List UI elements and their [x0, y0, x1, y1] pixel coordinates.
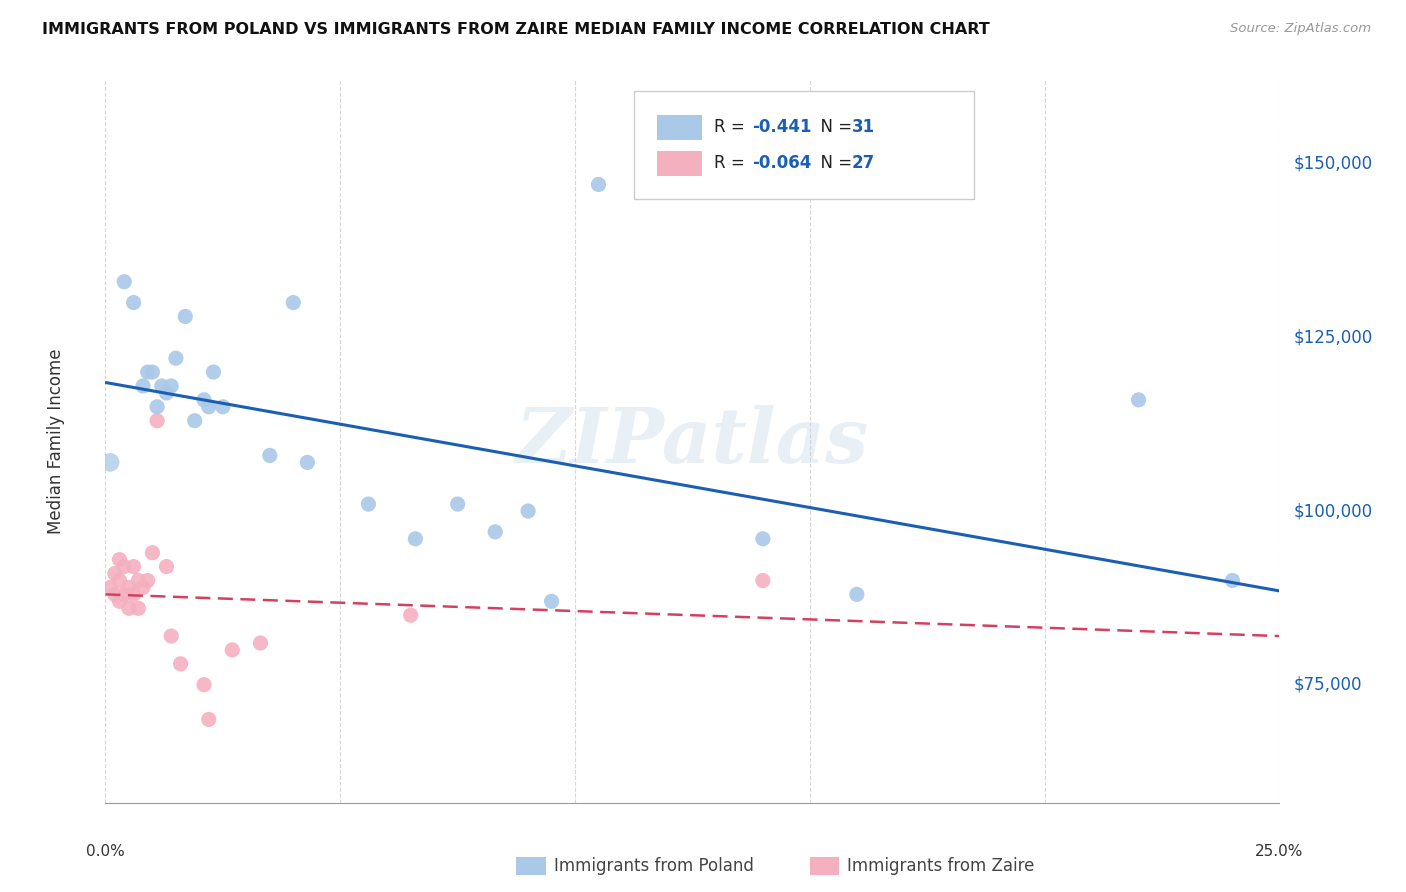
Point: [160, 629, 183, 643]
Point: [112, 587, 135, 601]
FancyBboxPatch shape: [657, 115, 702, 139]
Point: [98, 581, 121, 595]
Point: [540, 594, 562, 608]
Text: $125,000: $125,000: [1294, 328, 1372, 346]
Text: -0.441: -0.441: [752, 119, 811, 136]
Point: [146, 414, 169, 428]
Text: $100,000: $100,000: [1294, 502, 1372, 520]
Text: Median Family Income: Median Family Income: [48, 349, 65, 534]
FancyBboxPatch shape: [634, 91, 974, 200]
Text: 31: 31: [852, 119, 876, 136]
Point: [155, 385, 177, 400]
Point: [104, 566, 127, 581]
Point: [98, 455, 121, 469]
Text: -0.064: -0.064: [752, 154, 811, 172]
Point: [112, 275, 135, 289]
Point: [169, 657, 191, 671]
Point: [118, 581, 141, 595]
Point: [202, 365, 225, 379]
Text: 25.0%: 25.0%: [1256, 845, 1303, 860]
Point: [108, 552, 131, 566]
Text: R =: R =: [714, 119, 749, 136]
Text: ZIPatlas: ZIPatlas: [516, 405, 869, 478]
Point: [259, 449, 281, 463]
Point: [136, 365, 159, 379]
Point: [160, 379, 183, 393]
Point: [108, 574, 131, 588]
Point: [165, 351, 187, 366]
FancyBboxPatch shape: [810, 857, 839, 875]
Point: [127, 601, 149, 615]
Point: [104, 587, 127, 601]
Text: N =: N =: [810, 154, 858, 172]
Point: [1128, 392, 1150, 407]
Point: [484, 524, 506, 539]
FancyBboxPatch shape: [516, 857, 546, 875]
Point: [399, 608, 422, 623]
Point: [197, 400, 219, 414]
Point: [112, 559, 135, 574]
Point: [588, 178, 610, 192]
Point: [132, 581, 155, 595]
Text: N =: N =: [810, 119, 858, 136]
Point: [155, 559, 177, 574]
Point: [141, 365, 163, 379]
Point: [183, 414, 205, 428]
Point: [132, 379, 155, 393]
Text: Immigrants from Poland: Immigrants from Poland: [554, 856, 754, 875]
Point: [297, 455, 319, 469]
Point: [197, 713, 219, 727]
Text: 0.0%: 0.0%: [86, 845, 125, 860]
Text: $75,000: $75,000: [1294, 676, 1362, 694]
Text: IMMIGRANTS FROM POLAND VS IMMIGRANTS FROM ZAIRE MEDIAN FAMILY INCOME CORRELATION: IMMIGRANTS FROM POLAND VS IMMIGRANTS FRO…: [42, 22, 990, 37]
Point: [357, 497, 380, 511]
Point: [118, 601, 141, 615]
Point: [127, 574, 149, 588]
Point: [193, 678, 215, 692]
Point: [122, 587, 145, 601]
Point: [108, 594, 131, 608]
Text: Source: ZipAtlas.com: Source: ZipAtlas.com: [1230, 22, 1371, 36]
Point: [752, 532, 775, 546]
Text: 27: 27: [852, 154, 876, 172]
Point: [517, 504, 540, 518]
Point: [150, 379, 173, 393]
Point: [283, 295, 305, 310]
Point: [141, 546, 163, 560]
Point: [146, 400, 169, 414]
Text: Immigrants from Zaire: Immigrants from Zaire: [848, 856, 1035, 875]
Text: R =: R =: [714, 154, 749, 172]
Point: [122, 295, 145, 310]
Point: [122, 559, 145, 574]
Text: $150,000: $150,000: [1294, 154, 1372, 173]
Point: [174, 310, 197, 324]
Point: [249, 636, 271, 650]
Point: [193, 392, 215, 407]
Point: [221, 643, 243, 657]
Point: [845, 587, 868, 601]
Point: [447, 497, 470, 511]
Point: [1222, 574, 1244, 588]
FancyBboxPatch shape: [657, 151, 702, 176]
Point: [211, 400, 233, 414]
Point: [136, 574, 159, 588]
Point: [752, 574, 775, 588]
Point: [404, 532, 426, 546]
